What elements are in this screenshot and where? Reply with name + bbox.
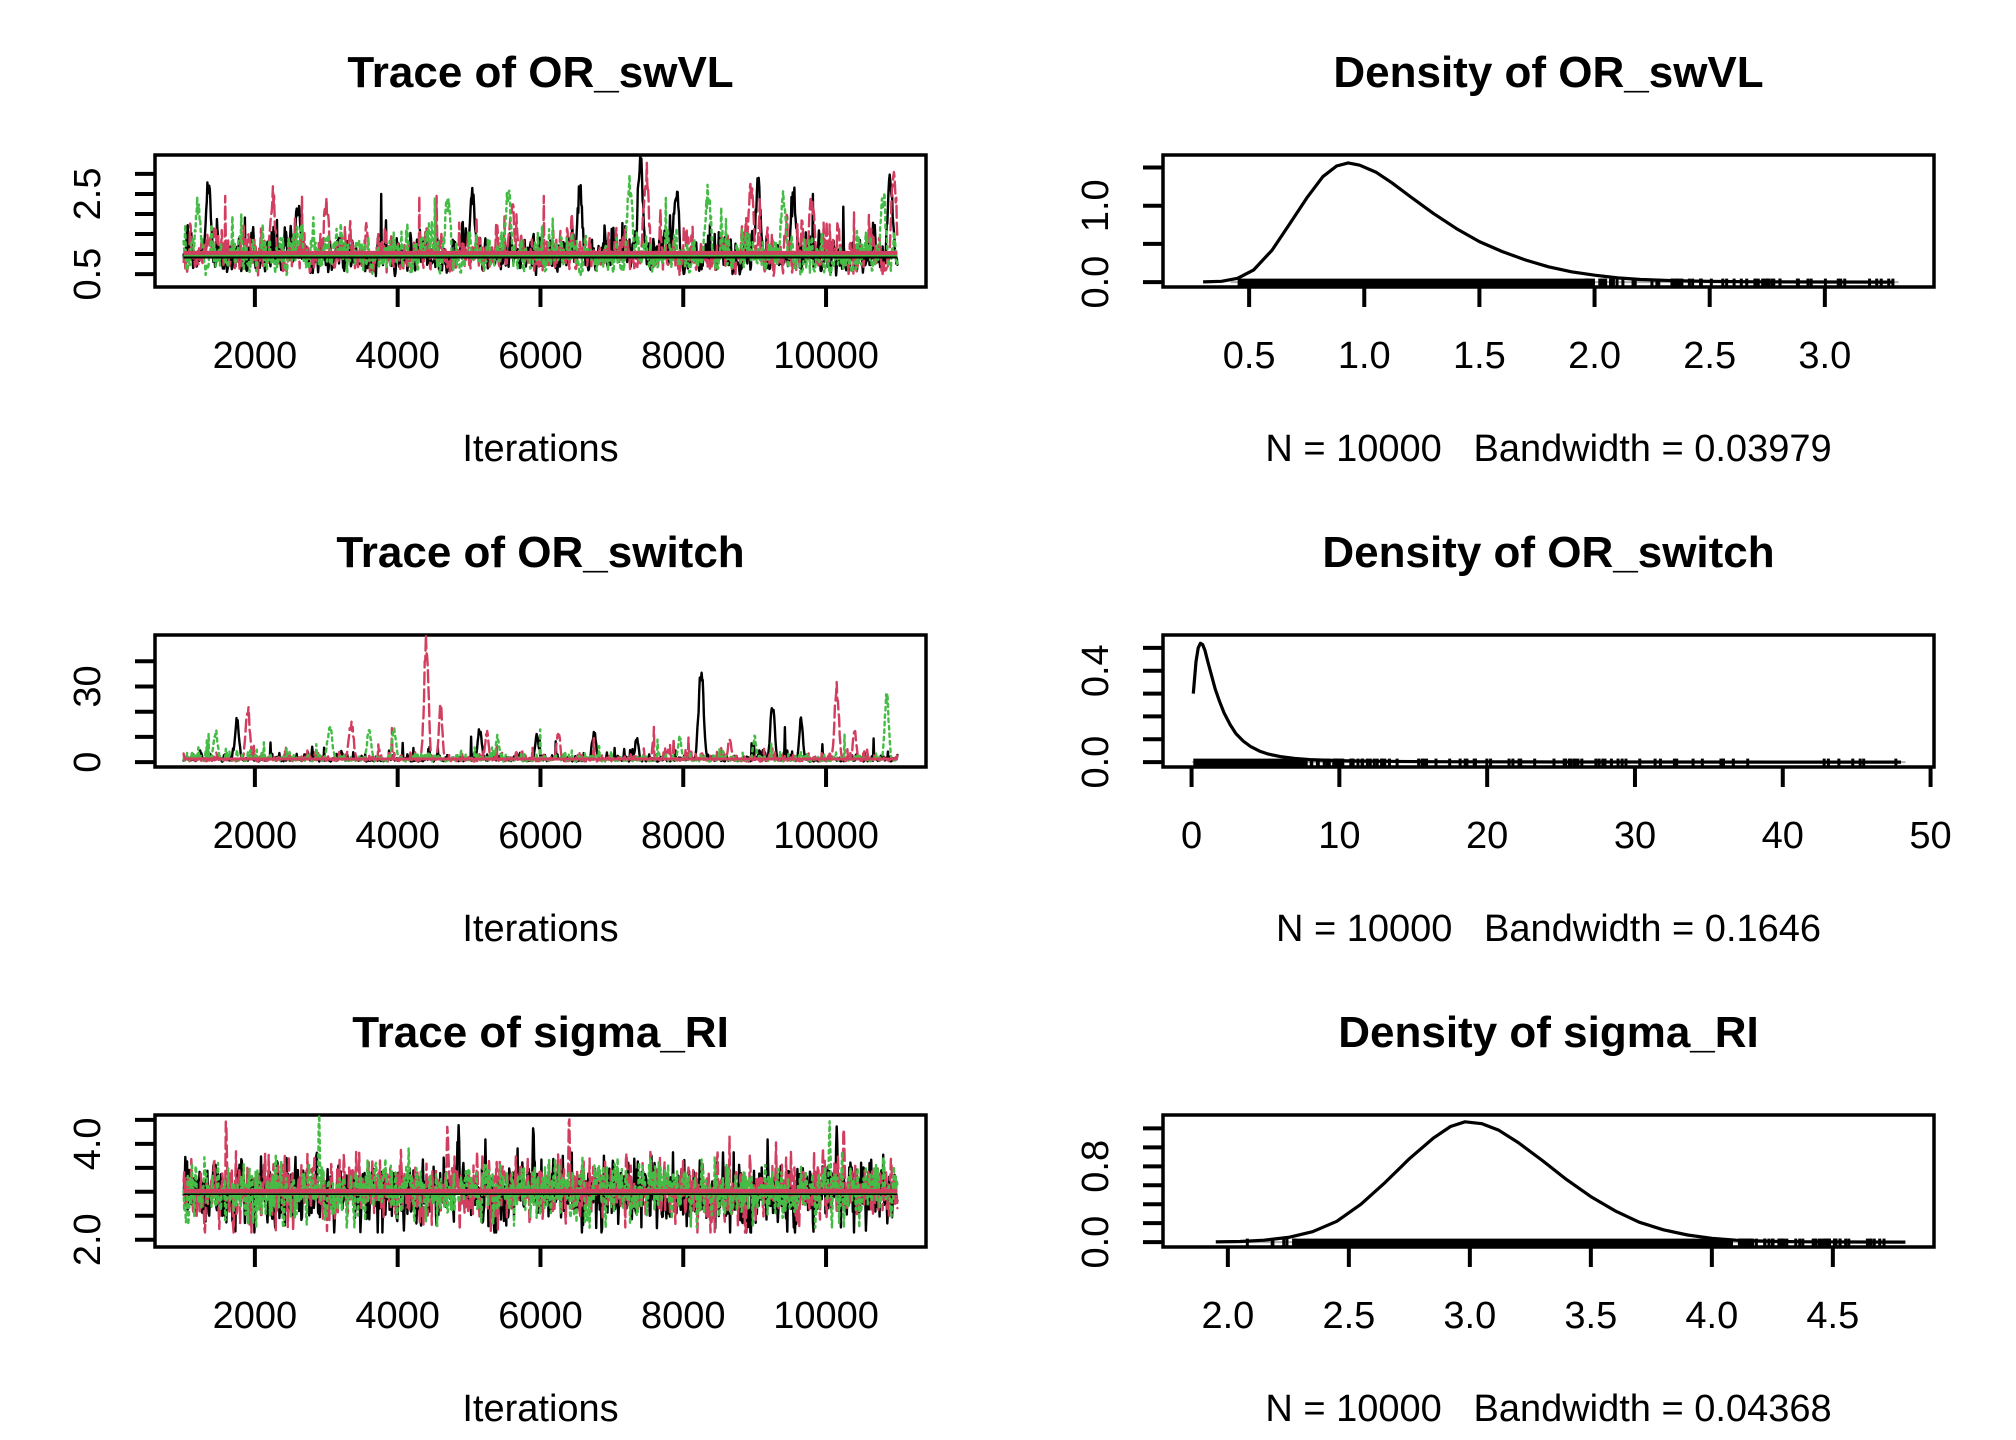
svg-text:20: 20 — [1466, 815, 1508, 857]
svg-text:2000: 2000 — [213, 1295, 298, 1337]
svg-text:2.0: 2.0 — [67, 1213, 109, 1266]
svg-text:10000: 10000 — [773, 1295, 879, 1337]
svg-text:10000: 10000 — [773, 815, 879, 857]
svg-text:4000: 4000 — [355, 815, 440, 857]
svg-text:8000: 8000 — [641, 815, 726, 857]
svg-text:3.0: 3.0 — [1443, 1295, 1496, 1337]
svg-text:2.0: 2.0 — [1568, 335, 1621, 377]
svg-text:40: 40 — [1762, 815, 1804, 857]
svg-text:6000: 6000 — [498, 1295, 583, 1337]
panel-density-sigma-ri: Density of sigma_RI 2.0 2.5 3.0 3.5 4.0 4.5 0.… — [1008, 960, 2016, 1440]
svg-text:0: 0 — [1181, 815, 1202, 857]
svg-text:10000: 10000 — [773, 335, 879, 377]
svg-text:4000: 4000 — [355, 1295, 440, 1337]
panel-density-or-swvl: Density of OR_swVL 0.5 1.0 1.5 2.0 2.5 3.0 0.0… — [1008, 0, 2016, 480]
chart-title-density-or-switch: Density of OR_switch — [1322, 528, 1775, 577]
trace-chart-sigma-ri: 2000 4000 6000 8000 10000 2.0 4.0 — [67, 1113, 928, 1337]
svg-text:30: 30 — [1614, 815, 1656, 857]
chart-title-trace-or-switch: Trace of OR_switch — [336, 528, 745, 577]
panel-trace-sigma-ri: Trace of sigma_RI 2000 4000 6000 8000 10000 2… — [0, 960, 1008, 1440]
svg-text:1.0: 1.0 — [1075, 179, 1117, 232]
svg-text:3.5: 3.5 — [1564, 1295, 1617, 1337]
svg-text:0.0: 0.0 — [1075, 256, 1117, 309]
panel-trace-or-swvl: Trace of OR_swVL 2000 4000 6000 8000 10000 0.… — [0, 0, 1008, 480]
svg-text:2000: 2000 — [213, 335, 298, 377]
svg-text:0.4: 0.4 — [1075, 644, 1117, 697]
svg-text:0.5: 0.5 — [1223, 335, 1276, 377]
panel-trace-or-switch: Trace of OR_switch 2000 4000 6000 8000 10000… — [0, 480, 1008, 960]
trace-chart-or-switch: 2000 4000 6000 8000 10000 0 30 — [67, 633, 928, 857]
svg-text:0.5: 0.5 — [67, 248, 109, 301]
svg-text:2000: 2000 — [213, 815, 298, 857]
svg-text:10: 10 — [1318, 815, 1360, 857]
svg-text:6000: 6000 — [498, 335, 583, 377]
svg-text:2.5: 2.5 — [67, 168, 109, 221]
svg-text:8000: 8000 — [641, 1295, 726, 1337]
density-subtitle-or-swvl: N = 10000 Bandwidth = 0.03979 — [1265, 428, 1832, 470]
svg-text:30: 30 — [67, 665, 109, 707]
density-chart-or-swvl: 0.5 1.0 1.5 2.0 2.5 3.0 0.0 1.0 — [1075, 153, 1936, 377]
panel-density-or-switch: Density of OR_switch 0 10 20 30 40 50 0.0 0.4 N… — [1008, 480, 2016, 960]
svg-text:2.0: 2.0 — [1201, 1295, 1254, 1337]
x-axis-label-iterations-or-swvl: Iterations — [462, 428, 619, 470]
density-subtitle-sigma-ri: N = 10000 Bandwidth = 0.04368 — [1265, 1388, 1832, 1430]
svg-text:4.0: 4.0 — [1685, 1295, 1738, 1337]
svg-text:3.0: 3.0 — [1798, 335, 1851, 377]
chart-title-density-sigma-ri: Density of sigma_RI — [1338, 1008, 1759, 1057]
svg-text:6000: 6000 — [498, 815, 583, 857]
svg-text:0.0: 0.0 — [1075, 1216, 1117, 1269]
x-axis-label-iterations-sigma-ri: Iterations — [462, 1388, 619, 1430]
svg-text:4.5: 4.5 — [1806, 1295, 1859, 1337]
chart-title-trace-sigma-ri: Trace of sigma_RI — [352, 1008, 729, 1057]
svg-text:4000: 4000 — [355, 335, 440, 377]
svg-text:1.0: 1.0 — [1338, 335, 1391, 377]
svg-text:0.8: 0.8 — [1075, 1140, 1117, 1193]
svg-text:4.0: 4.0 — [67, 1117, 109, 1170]
svg-text:1.5: 1.5 — [1453, 335, 1506, 377]
svg-text:50: 50 — [1909, 815, 1951, 857]
x-axis-label-iterations-or-switch: Iterations — [462, 908, 619, 950]
svg-text:0.0: 0.0 — [1075, 736, 1117, 789]
chart-title-trace-or-swvl: Trace of OR_swVL — [347, 48, 734, 97]
svg-text:8000: 8000 — [641, 335, 726, 377]
density-subtitle-or-switch: N = 10000 Bandwidth = 0.1646 — [1275, 908, 1822, 950]
chart-title-density-or-swvl: Density of OR_swVL — [1333, 48, 1764, 97]
trace-chart-or-swvl: 2000 4000 6000 8000 10000 0.5 2.5 — [67, 153, 928, 377]
svg-text:2.5: 2.5 — [1683, 335, 1736, 377]
svg-text:2.5: 2.5 — [1322, 1295, 1375, 1337]
svg-text:0: 0 — [67, 752, 109, 773]
density-chart-sigma-ri: 2.0 2.5 3.0 3.5 4.0 4.5 0.0 0.8 — [1075, 1113, 1936, 1337]
density-chart-or-switch: 0 10 20 30 40 50 0.0 0.4 — [1075, 633, 1952, 857]
